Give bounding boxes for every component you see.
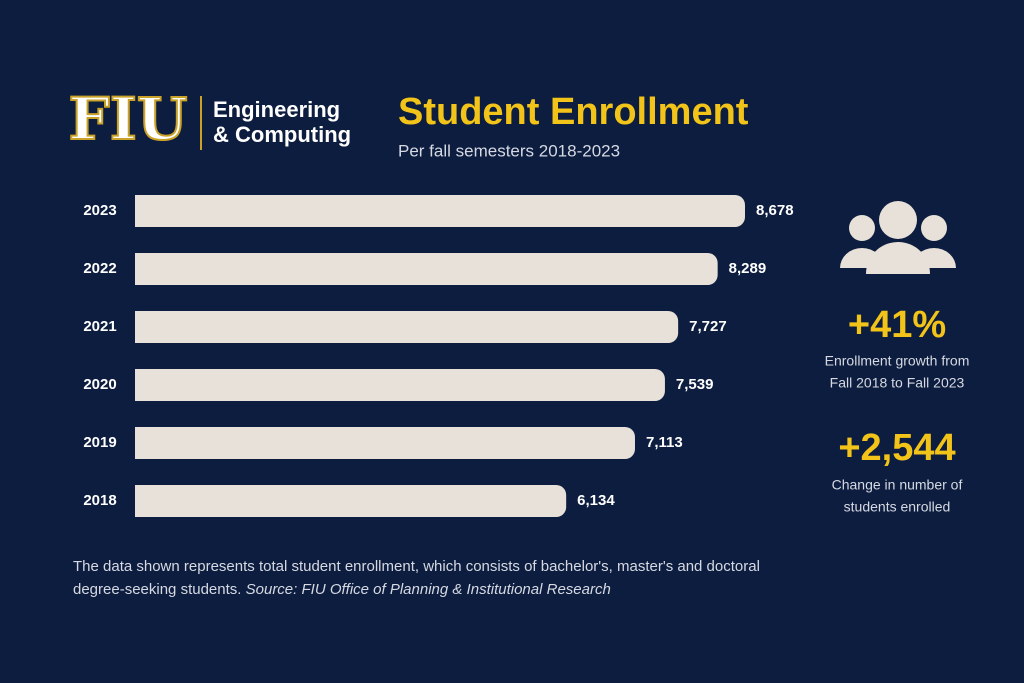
footnote: The data shown represents total student … bbox=[73, 555, 803, 601]
stat-value: +2,544 bbox=[838, 427, 955, 469]
value-label: 8,289 bbox=[729, 260, 767, 277]
value-label: 7,539 bbox=[676, 376, 714, 393]
category-label: 2018 bbox=[83, 492, 116, 509]
stat-label: Enrollment growth from bbox=[825, 353, 970, 369]
value-label: 6,134 bbox=[577, 492, 615, 509]
bar bbox=[135, 369, 665, 401]
value-label: 8,678 bbox=[756, 202, 794, 219]
stat-label: Change in number of bbox=[832, 477, 963, 493]
logo: FIU bbox=[69, 85, 188, 153]
category-label: 2021 bbox=[83, 318, 116, 335]
category-label: 2019 bbox=[83, 434, 116, 451]
unit-name: & Computing bbox=[213, 122, 351, 147]
chart-title: Student Enrollment bbox=[398, 91, 749, 133]
value-label: 7,113 bbox=[646, 434, 683, 451]
category-label: 2023 bbox=[83, 202, 116, 219]
footnote-text: The data shown represents total student … bbox=[73, 558, 760, 598]
bar bbox=[135, 311, 679, 343]
footnote-source: Source: FIU Office of Planning & Institu… bbox=[245, 581, 611, 598]
bar bbox=[135, 485, 567, 517]
value-label: 7,727 bbox=[689, 318, 727, 335]
stat-value: +41% bbox=[848, 304, 946, 346]
unit-name: Engineering bbox=[213, 97, 340, 122]
stat-label: Fall 2018 to Fall 2023 bbox=[830, 375, 965, 391]
bar-chart: 2023 8,678 2022 8,289 2021 7,727 2020 7,539 2019… bbox=[83, 195, 794, 517]
bar bbox=[135, 427, 635, 459]
people-icon bbox=[840, 201, 956, 274]
bar bbox=[135, 253, 718, 285]
category-label: 2022 bbox=[83, 260, 116, 277]
bar bbox=[135, 195, 745, 227]
stat-label: students enrolled bbox=[844, 499, 951, 515]
chart-subtitle: Per fall semesters 2018-2023 bbox=[398, 141, 620, 160]
category-label: 2020 bbox=[83, 376, 116, 393]
